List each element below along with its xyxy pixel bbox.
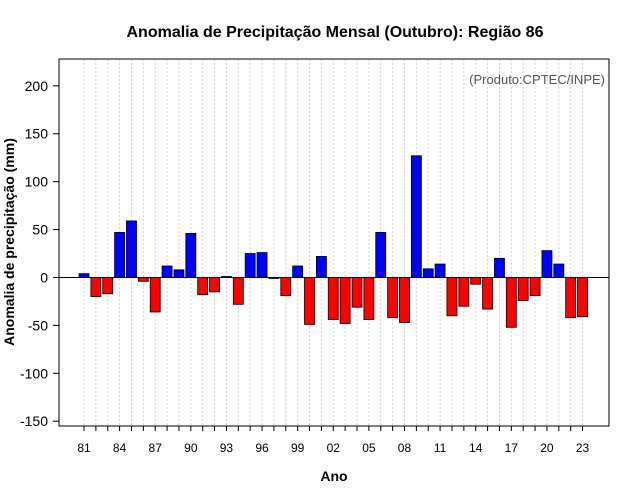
bar-2020 [541, 250, 553, 278]
x-axis: 81 84 87 90 93 96 99 02 05 08 11 14 17 20 23 [77, 426, 590, 455]
y-tick-label: 50 [32, 222, 48, 238]
x-tick-label: 05 [362, 441, 376, 455]
vertical-gridlines [83, 59, 584, 426]
bar-1993 [221, 276, 232, 278]
credit-label: (Produto:CPTEC/INPE) [469, 72, 605, 87]
bar-1992 [209, 277, 220, 293]
x-tick-label: 99 [291, 441, 305, 455]
bars [78, 155, 588, 328]
x-tick-label: 84 [113, 441, 127, 455]
y-axis: 200 150 100 50 0 -50 -100 -150 [20, 78, 59, 429]
y-tick-label: 100 [25, 174, 49, 190]
bar-2011 [434, 263, 446, 278]
bar-2015 [482, 277, 493, 310]
x-tick-label: 11 [434, 441, 447, 455]
y-tick-label: -50 [28, 317, 48, 333]
bar-1986 [137, 277, 149, 282]
bar-1981 [78, 273, 90, 278]
x-tick-label: 87 [149, 441, 163, 455]
x-tick-label: 96 [255, 441, 269, 455]
bar-1999 [292, 265, 304, 278]
y-tick-label: 200 [25, 78, 49, 94]
x-tick-label: 14 [469, 441, 483, 455]
bar-1987 [149, 277, 161, 313]
bar-1994 [232, 277, 244, 305]
y-tick-label: -100 [20, 365, 48, 381]
bar-2021 [553, 263, 565, 278]
x-tick-label: 17 [505, 441, 519, 455]
bar-2012 [446, 277, 458, 317]
x-tick-label: 02 [327, 441, 341, 455]
bar-2004 [351, 277, 363, 308]
bar-2002 [327, 277, 339, 321]
bar-2013 [458, 277, 470, 307]
y-axis-title: Anomalia de precipitação (mm) [1, 138, 17, 346]
x-tick-label: 08 [398, 441, 412, 455]
x-tick-label: 81 [77, 441, 91, 455]
bar-2006 [375, 232, 387, 278]
plot-frame [58, 58, 610, 427]
bar-2009 [410, 155, 422, 278]
y-tick-label: 0 [40, 269, 48, 285]
x-tick-label: 23 [576, 441, 590, 455]
bar-2014 [470, 277, 482, 285]
bar-2001 [315, 255, 327, 278]
bar-2018 [517, 277, 529, 301]
bar-1982 [90, 277, 102, 298]
bar-1996 [256, 252, 268, 278]
bar-1997 [268, 277, 280, 279]
bar-1988 [161, 265, 173, 278]
bar-2017 [505, 277, 517, 328]
bar-2010 [422, 268, 434, 278]
bar-2003 [339, 277, 351, 324]
bar-2019 [529, 277, 541, 297]
y-tick-label: 150 [25, 126, 49, 142]
bar-2023 [577, 277, 588, 318]
bar-1995 [244, 253, 256, 278]
bar-2016 [494, 257, 505, 278]
bar-2007 [387, 277, 399, 319]
bar-1983 [102, 277, 114, 295]
bar-2022 [565, 277, 577, 319]
chart-title: Anomalia de Precipitação Mensal (Outubro… [127, 24, 544, 41]
bar-1989 [173, 269, 185, 278]
bar-1984 [114, 232, 126, 278]
bar-2005 [363, 277, 375, 321]
y-tick-label: -150 [20, 413, 48, 429]
x-tick-label: 20 [540, 441, 554, 455]
x-tick-label: 93 [220, 441, 234, 455]
bar-2008 [399, 277, 410, 323]
bar-1991 [197, 277, 209, 296]
bar-2000 [304, 277, 315, 325]
bar-1985 [126, 220, 137, 278]
bar-1990 [185, 232, 197, 278]
bar-1998 [280, 277, 292, 297]
x-tick-label: 90 [184, 441, 198, 455]
x-axis-title: Ano [320, 468, 347, 484]
